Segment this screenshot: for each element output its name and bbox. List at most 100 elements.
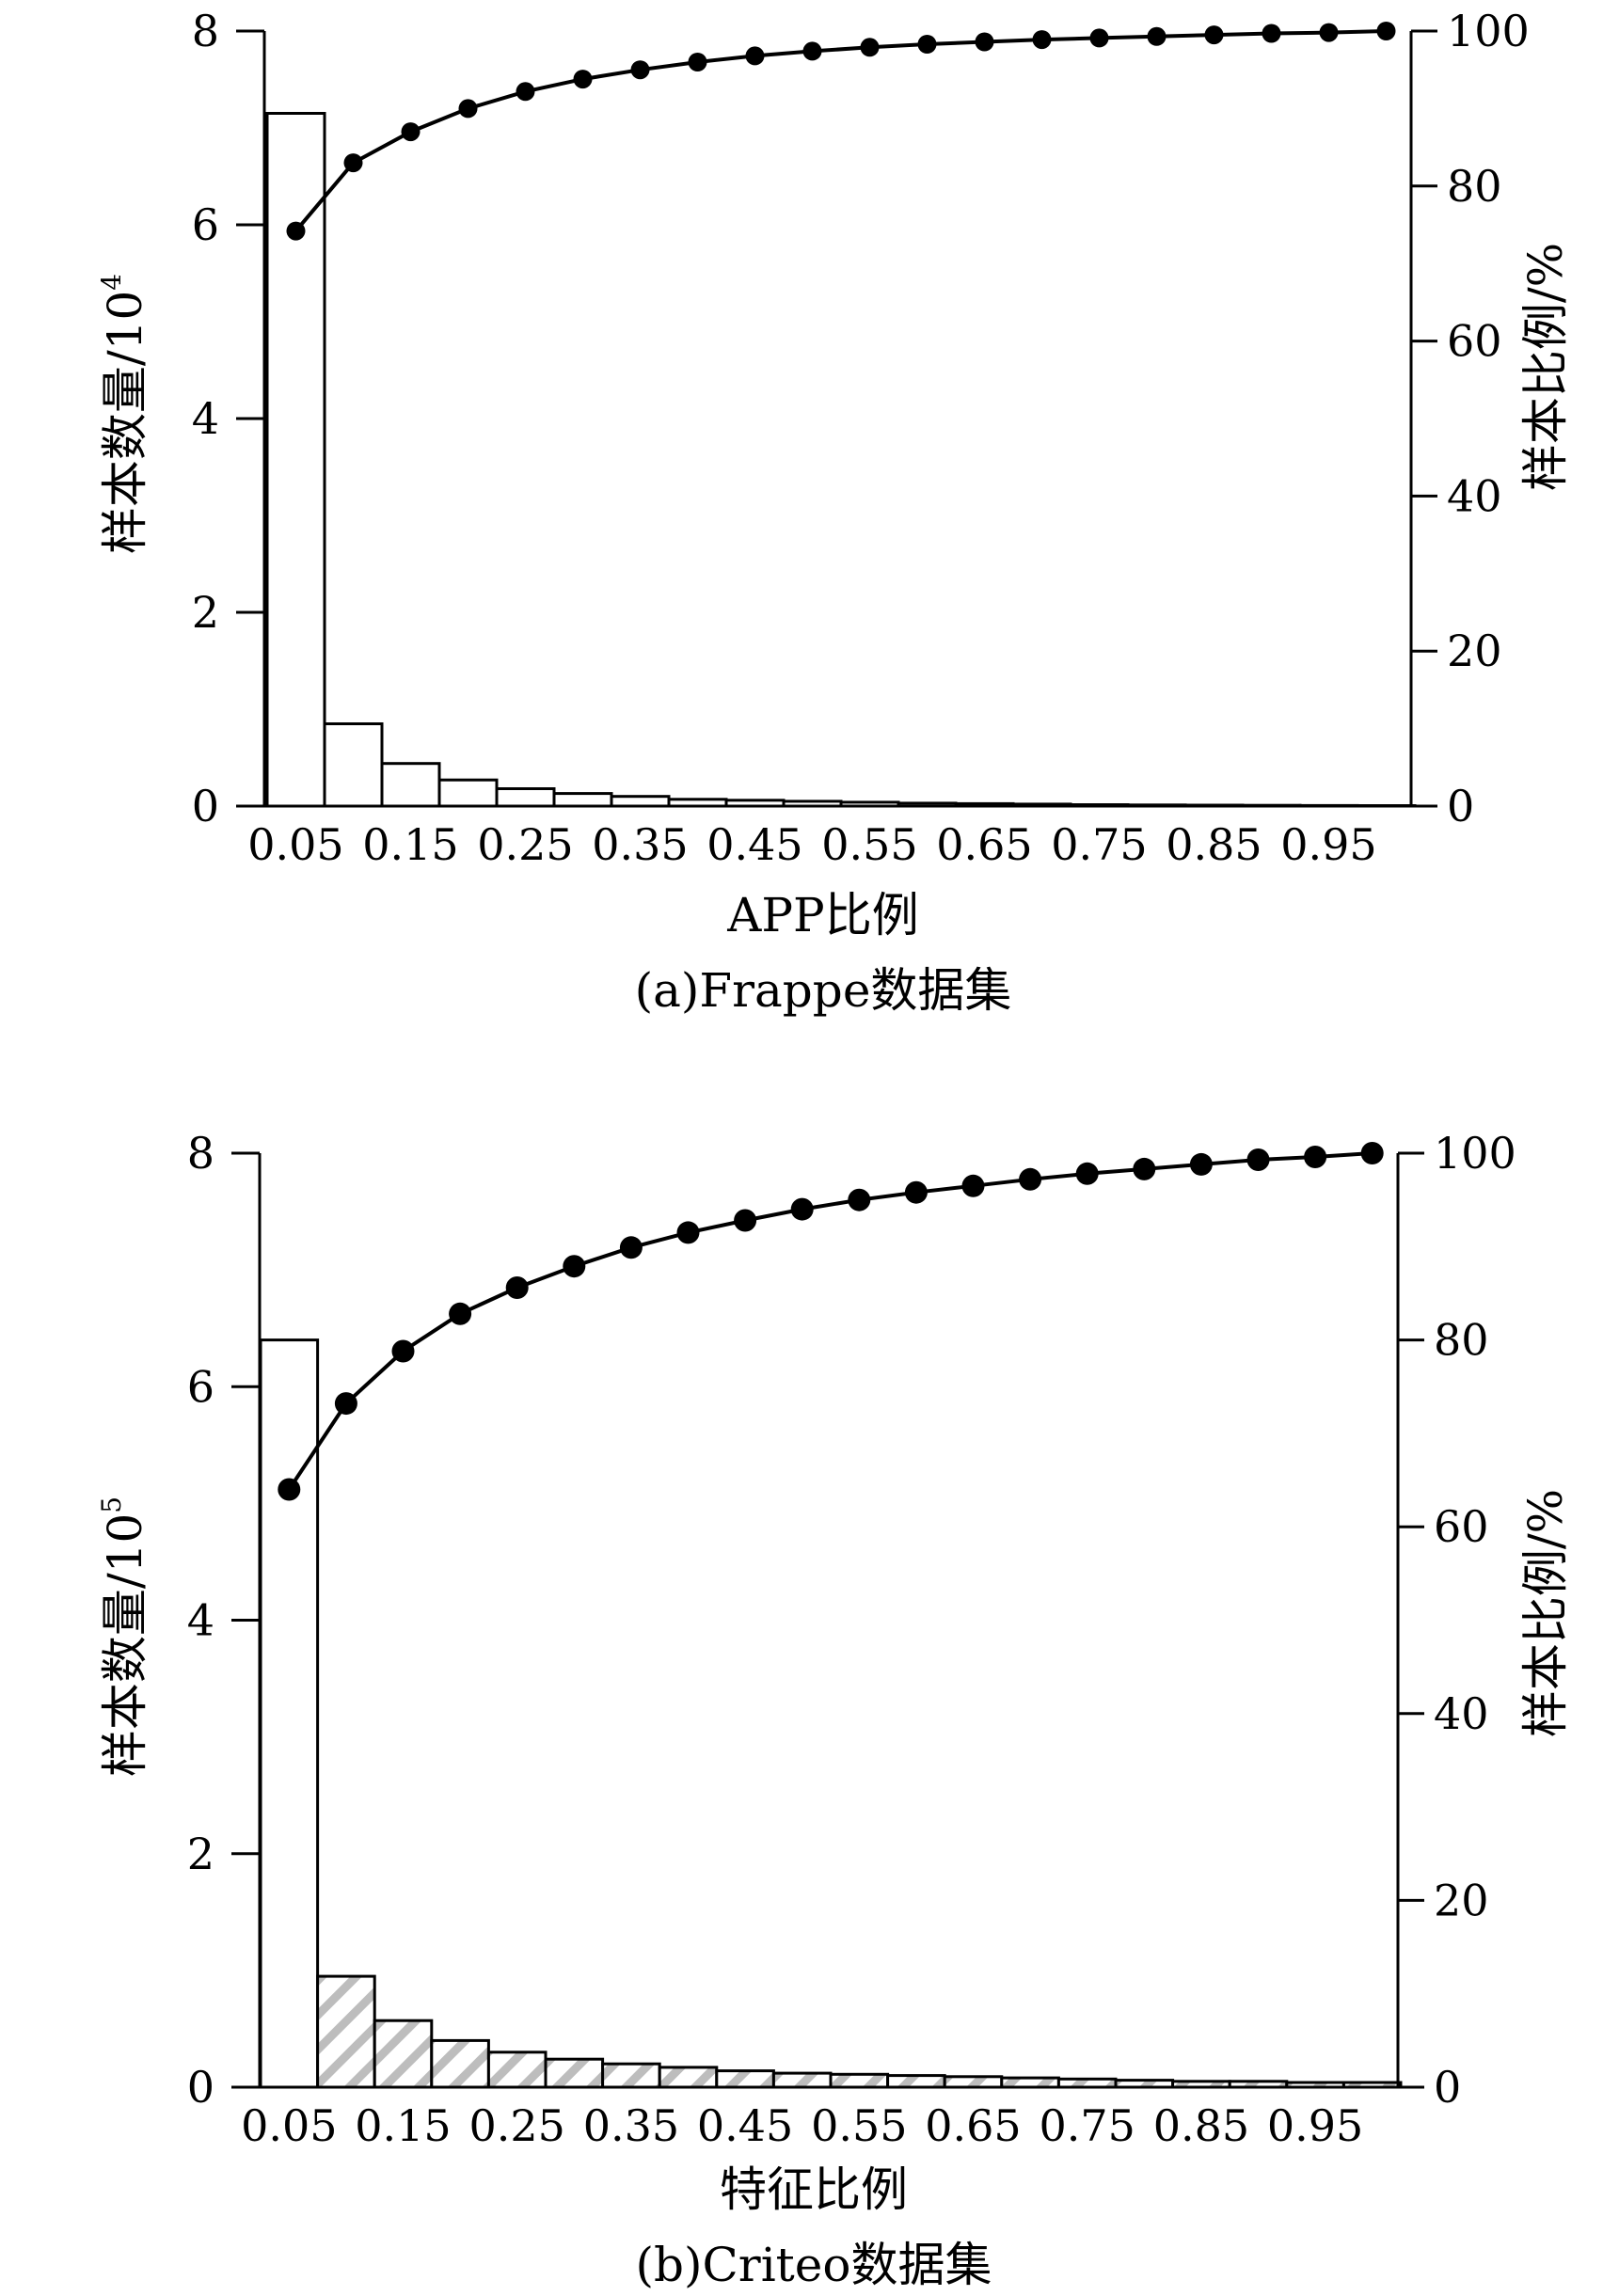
x-tick-label: 0.15 xyxy=(362,819,458,870)
bar xyxy=(943,2075,1004,2089)
line-point xyxy=(391,1339,415,1363)
line-point xyxy=(286,221,306,241)
x-tick-label: 0.45 xyxy=(706,819,802,870)
line-point xyxy=(1032,30,1052,50)
y-right-tick-label: 100 xyxy=(1447,6,1530,56)
line-point xyxy=(975,32,994,52)
y-left-tick-label: 8 xyxy=(187,1128,214,1179)
line-point xyxy=(1089,28,1109,48)
y-right-tick-label: 20 xyxy=(1434,1875,1489,1925)
line-point xyxy=(676,1221,700,1244)
bar xyxy=(771,2071,833,2089)
x-tick-label: 0.35 xyxy=(583,2100,679,2151)
bar xyxy=(259,1338,320,2089)
bar xyxy=(601,2062,661,2089)
line-point xyxy=(401,122,421,142)
y-left-tick-label: 2 xyxy=(187,1829,214,1879)
bar xyxy=(486,2051,548,2089)
y-axis-left-title: 样本数量/104 xyxy=(96,274,152,554)
bar xyxy=(610,795,671,808)
bar xyxy=(430,2038,490,2089)
y-right-tick-label: 80 xyxy=(1447,161,1502,212)
line-point xyxy=(734,1209,757,1232)
y-axis-right-title: 样本比例/% xyxy=(1518,1489,1573,1737)
line-point xyxy=(278,1478,301,1501)
bar xyxy=(380,762,441,808)
line-point xyxy=(917,35,937,54)
y-right-tick-label: 60 xyxy=(1434,1501,1489,1552)
y-right-tick-label: 0 xyxy=(1434,2062,1461,2113)
line-point xyxy=(1147,26,1167,46)
y-right-tick-label: 80 xyxy=(1434,1315,1489,1366)
y-left-tick-label: 6 xyxy=(192,199,219,250)
figure-caption: (b)Criteo数据集 xyxy=(636,2238,992,2292)
bar xyxy=(316,1974,376,2089)
line-point xyxy=(1360,1142,1384,1164)
x-tick-label: 0.95 xyxy=(1267,2100,1363,2151)
x-tick-label: 0.25 xyxy=(477,819,573,870)
line-point xyxy=(516,82,535,102)
line-point xyxy=(619,1236,643,1259)
bar xyxy=(829,2072,890,2089)
figure-a: 0 2 4 6 8 0 20 40 60 80 100 0.05 0.15 0.25 0.35 0.45 0.5… xyxy=(0,0,1619,1025)
bar xyxy=(658,2066,719,2089)
line-point xyxy=(505,1276,529,1299)
y-axis-left-title-base: 样本数量/10 xyxy=(98,1513,152,1777)
y-right-tick-label: 0 xyxy=(1447,781,1474,831)
x-axis-title: 特征比例 xyxy=(720,2162,908,2217)
x-tick-label: 0.05 xyxy=(247,819,343,870)
line-point xyxy=(848,1188,871,1211)
y-axis-left-title-exp: 4 xyxy=(96,274,127,291)
figure-caption: (a)Frappe数据集 xyxy=(635,963,1012,1018)
line-point xyxy=(745,46,765,66)
bar xyxy=(437,778,499,808)
bar xyxy=(373,2019,434,2089)
line-point xyxy=(1376,22,1396,40)
y-left-tick-label: 6 xyxy=(187,1361,214,1412)
x-tick-label: 0.25 xyxy=(468,2100,564,2151)
y-right-tick-label: 40 xyxy=(1434,1688,1489,1739)
line-point xyxy=(449,1302,472,1325)
y-right-tick-label: 60 xyxy=(1447,316,1502,367)
bar xyxy=(552,792,613,808)
x-tick-label: 0.85 xyxy=(1153,2100,1249,2151)
y-left-tick-label: 4 xyxy=(192,393,219,444)
bar xyxy=(495,787,556,808)
line-point xyxy=(630,60,650,80)
line-point xyxy=(334,1392,357,1416)
line-point xyxy=(1019,1167,1042,1191)
line-point xyxy=(458,99,478,119)
x-tick-label: 0.75 xyxy=(1051,819,1147,870)
line-point xyxy=(790,1197,814,1221)
x-tick-label: 0.55 xyxy=(811,2100,907,2151)
x-tick-label: 0.55 xyxy=(821,819,917,870)
line-point xyxy=(802,41,822,61)
line-point xyxy=(1133,1157,1156,1180)
line-point xyxy=(1075,1162,1099,1185)
x-tick-label: 0.65 xyxy=(936,819,1032,870)
y-axis-left-title-base: 样本数量/10 xyxy=(98,291,152,554)
y-left-tick-label: 0 xyxy=(187,2062,214,2113)
x-tick-label: 0.75 xyxy=(1039,2100,1135,2151)
y-right-tick-label: 40 xyxy=(1447,470,1502,521)
y-left-tick-label: 8 xyxy=(192,6,219,56)
line-point xyxy=(573,70,593,89)
y-right-tick-label: 20 xyxy=(1447,625,1502,676)
y-left-tick-label: 0 xyxy=(192,781,219,831)
bar xyxy=(323,722,384,808)
y-right-tick-label: 100 xyxy=(1434,1128,1516,1179)
y-left-tick-label: 4 xyxy=(187,1595,214,1646)
figure-b: 0 2 4 6 8 0 20 40 60 80 100 0.05 0.15 0.25 0.35 0.45 0.5… xyxy=(0,1082,1619,2296)
x-tick-label: 0.95 xyxy=(1280,819,1376,870)
x-tick-label: 0.65 xyxy=(925,2100,1021,2151)
line-point xyxy=(1246,1148,1270,1171)
y-axis-right-title: 样本比例/% xyxy=(1518,243,1573,491)
bar xyxy=(544,2057,605,2089)
y-axis-left-title-exp: 5 xyxy=(96,1496,127,1513)
y-axis-left-title: 样本数量/105 xyxy=(96,1496,152,1777)
line-point xyxy=(904,1180,928,1204)
line-point xyxy=(563,1255,586,1278)
cumulative-line xyxy=(287,1151,1373,1491)
